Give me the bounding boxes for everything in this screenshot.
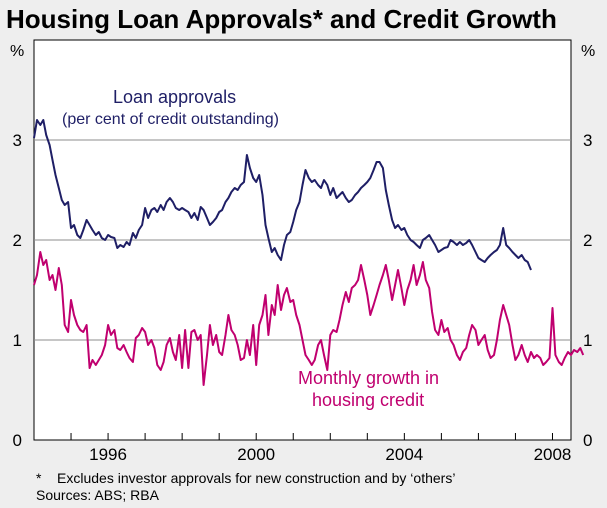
y-axis-unit-left: % <box>10 43 24 60</box>
x-tick-label-2008: 2008 <box>534 445 572 464</box>
y-tick-label-right: 0 <box>583 431 592 450</box>
y-tick-label-left: 0 <box>13 431 22 450</box>
x-tick-label-2004: 2004 <box>385 445 423 464</box>
footnote: * Excludes investor approvals for new co… <box>36 470 455 486</box>
y-tick-label-left: 3 <box>13 131 22 150</box>
series-line-loan-approvals <box>33 119 532 271</box>
label-housing-credit: housing credit <box>312 390 424 410</box>
y-tick-label-left: 2 <box>13 231 22 250</box>
chart-title: Housing Loan Approvals* and Credit Growt… <box>6 4 557 34</box>
y-tick-label-left: 1 <box>13 331 22 350</box>
label-monthly-growth: Monthly growth in <box>298 368 439 388</box>
x-tick-label-2000: 2000 <box>237 445 275 464</box>
sources: Sources: ABS; RBA <box>36 487 160 503</box>
y-tick-label-right: 1 <box>583 331 592 350</box>
x-tick-label-1996: 1996 <box>89 445 127 464</box>
x-axis-labels: 1996 2000 2004 2008 <box>89 445 571 464</box>
x-axis-ticks <box>33 433 553 440</box>
y-axis-labels-left: 0 1 2 3 <box>13 131 22 450</box>
y-tick-label-right: 2 <box>583 231 592 250</box>
y-tick-label-right: 3 <box>583 131 592 150</box>
label-loan-approvals: Loan approvals <box>113 87 236 107</box>
series-line-monthly-growth <box>33 251 585 386</box>
label-loan-approvals-subtitle: (per cent of credit outstanding) <box>62 111 279 128</box>
y-axis-labels-right: 0 1 2 3 <box>583 131 592 450</box>
y-axis-unit-right: % <box>581 43 595 60</box>
